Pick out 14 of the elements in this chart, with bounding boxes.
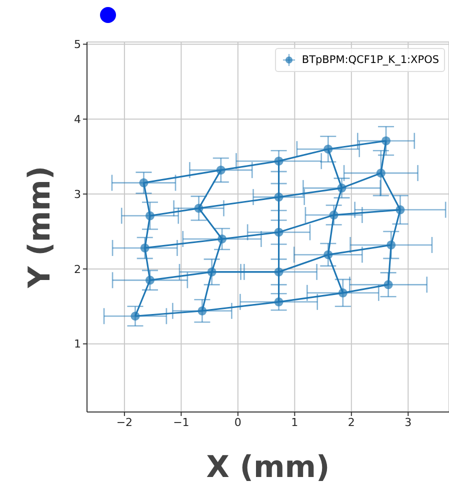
x-tick-label: 0: [234, 416, 242, 429]
y-tick-label: 3: [74, 188, 81, 201]
y-tick-label: 5: [74, 38, 81, 52]
x-axis-title: X (mm): [205, 450, 331, 485]
legend-label: BTpBPM:QCF1P_K_1:XPOS: [302, 54, 439, 66]
y-tick-label: 2: [74, 262, 81, 276]
x-tick-label: 3: [404, 416, 412, 429]
y-tick-label: 4: [74, 113, 81, 126]
x-tick-label: −1: [173, 416, 190, 429]
y-tick-label: 1: [74, 338, 81, 351]
y-axis-title: Y (mm): [22, 166, 58, 288]
x-tick-label: 1: [291, 416, 298, 429]
x-tick-label: −2: [116, 416, 133, 429]
x-tick-label: 2: [348, 416, 355, 429]
